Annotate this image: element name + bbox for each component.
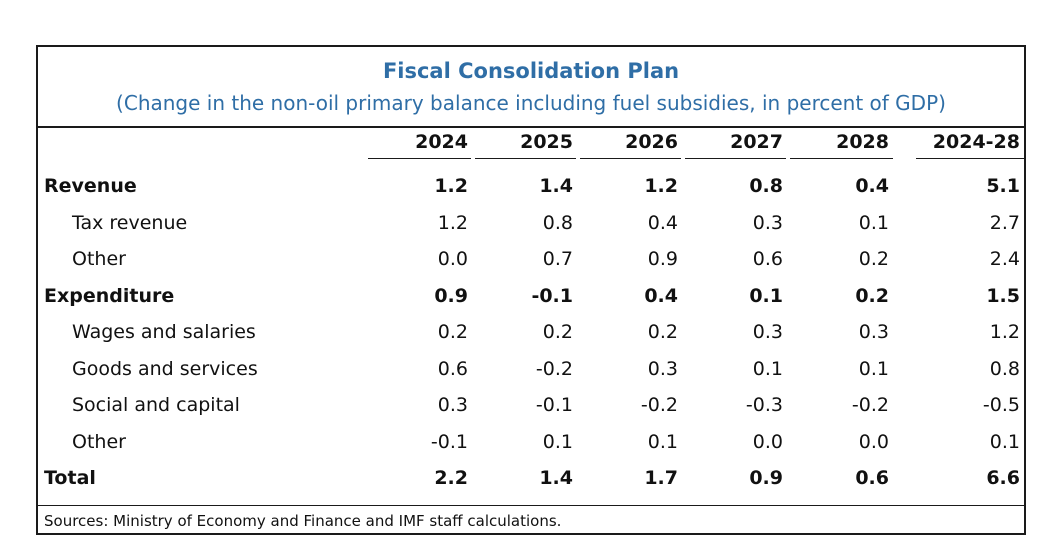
table-cell: -0.1 (430, 430, 468, 453)
table-cell: 1.7 (644, 467, 678, 489)
table-cell: -0.2 (535, 357, 573, 380)
column-header: 2026 (625, 131, 678, 153)
table-cell: 0.1 (989, 430, 1020, 453)
table-cell: 0.0 (858, 430, 889, 453)
table-cell: 0.3 (437, 394, 468, 416)
table-cell: 0.3 (858, 321, 889, 343)
column-header-rule (790, 158, 893, 159)
table-cell: 0.4 (647, 211, 678, 234)
table-cell: 0.2 (858, 248, 889, 270)
table-cell: 1.2 (434, 175, 468, 197)
table-cell: 0.2 (437, 321, 468, 343)
table-cell: 1.2 (644, 175, 678, 197)
table-cell: 0.9 (434, 284, 468, 307)
table-cell: 0.8 (542, 211, 573, 234)
table-cell: 0.0 (437, 248, 468, 270)
table-title: Fiscal Consolidation Plan (382, 59, 680, 83)
table-cell: 0.1 (749, 284, 783, 307)
row-label: Total (44, 467, 96, 489)
footer-rule (38, 505, 1024, 506)
table-cell: -0.1 (531, 284, 573, 307)
table-cell: 0.7 (542, 248, 573, 270)
table-cell: 2.4 (989, 248, 1020, 270)
row-label: Other (72, 430, 126, 453)
table-cell: 0.2 (542, 321, 573, 343)
row-label: Wages and salaries (72, 321, 256, 343)
table-cell: 0.4 (644, 284, 678, 307)
table-cell: 6.6 (986, 467, 1020, 489)
table-cell: 0.9 (749, 467, 783, 489)
column-header-rule (475, 158, 576, 159)
header-rule (38, 126, 1024, 128)
table-cell: 0.1 (752, 357, 783, 380)
table-cell: 0.8 (749, 175, 783, 197)
table-cell: 0.8 (989, 357, 1020, 380)
source-note: Sources: Ministry of Economy and Finance… (44, 512, 562, 530)
table-cell: 0.6 (752, 248, 783, 270)
table-cell: 0.0 (752, 430, 783, 453)
table-cell: 0.3 (752, 211, 783, 234)
table-cell: 0.2 (647, 321, 678, 343)
row-label: Other (72, 248, 126, 270)
table-cell: 1.4 (539, 175, 573, 197)
table-cell: 0.3 (647, 357, 678, 380)
column-header: 2024 (415, 131, 468, 153)
column-header: 2028 (836, 131, 889, 153)
column-header-rule (368, 158, 471, 159)
row-label: Tax revenue (72, 211, 188, 234)
column-header-rule (916, 158, 1024, 159)
row-label: Revenue (44, 175, 137, 197)
table-cell: 2.7 (989, 211, 1020, 234)
table-cell: 0.1 (542, 430, 573, 453)
table-cell: -0.1 (535, 394, 573, 416)
table-cell: 5.1 (986, 175, 1020, 197)
table-cell: 1.4 (539, 467, 573, 489)
row-label: Goods and services (72, 357, 258, 380)
column-header-rule (685, 158, 786, 159)
table-cell: 0.6 (437, 357, 468, 380)
table-cell: 0.6 (855, 467, 889, 489)
table-cell: 0.2 (855, 284, 889, 307)
table-cell: 0.3 (752, 321, 783, 343)
column-header-rule (580, 158, 681, 159)
row-label: Expenditure (44, 284, 175, 307)
table-cell: 1.5 (986, 284, 1020, 307)
table-cell: 0.1 (647, 430, 678, 453)
table-cell: 0.1 (858, 357, 889, 380)
table-cell: 1.2 (437, 211, 468, 234)
table-cell: -0.2 (851, 394, 889, 416)
table-subtitle: (Change in the non-oil primary balance i… (116, 91, 946, 115)
table-cell: 2.2 (434, 467, 468, 489)
table-cell: 1.2 (989, 321, 1020, 343)
table-cell: -0.3 (745, 394, 783, 416)
table-cell: -0.5 (982, 394, 1020, 416)
column-header: 2025 (520, 131, 573, 153)
table-cell: 0.1 (858, 211, 889, 234)
table-cell: 0.4 (855, 175, 889, 197)
table-cell: 0.9 (647, 248, 678, 270)
row-label: Social and capital (72, 394, 240, 416)
column-header: 2027 (730, 131, 783, 153)
table-frame: Fiscal Consolidation Plan (Change in the… (36, 45, 1026, 535)
table-cell: -0.2 (640, 394, 678, 416)
column-header: 2024-28 (932, 131, 1020, 153)
